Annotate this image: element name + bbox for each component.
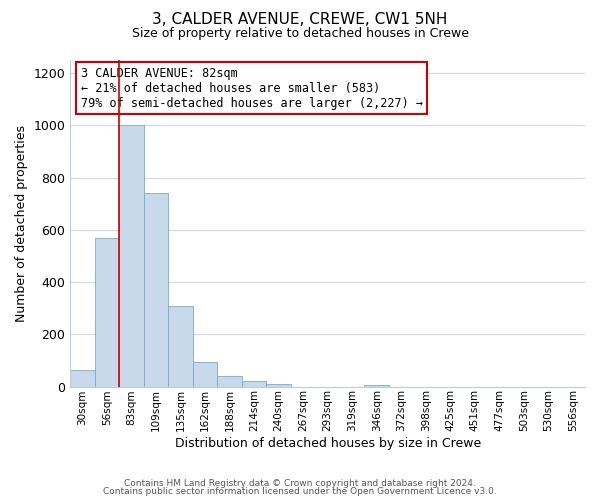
Text: 3 CALDER AVENUE: 82sqm
← 21% of detached houses are smaller (583)
79% of semi-de: 3 CALDER AVENUE: 82sqm ← 21% of detached… xyxy=(80,66,422,110)
Bar xyxy=(242,382,266,386)
Bar xyxy=(217,376,242,386)
Bar xyxy=(169,306,193,386)
Bar xyxy=(364,385,389,386)
Text: Contains public sector information licensed under the Open Government Licence v3: Contains public sector information licen… xyxy=(103,487,497,496)
Y-axis label: Number of detached properties: Number of detached properties xyxy=(15,125,28,322)
Bar xyxy=(144,193,169,386)
Bar xyxy=(70,370,95,386)
Bar xyxy=(193,362,217,386)
X-axis label: Distribution of detached houses by size in Crewe: Distribution of detached houses by size … xyxy=(175,437,481,450)
Text: Contains HM Land Registry data © Crown copyright and database right 2024.: Contains HM Land Registry data © Crown c… xyxy=(124,478,476,488)
Bar xyxy=(95,238,119,386)
Text: 3, CALDER AVENUE, CREWE, CW1 5NH: 3, CALDER AVENUE, CREWE, CW1 5NH xyxy=(152,12,448,28)
Bar xyxy=(266,384,291,386)
Bar xyxy=(119,126,144,386)
Text: Size of property relative to detached houses in Crewe: Size of property relative to detached ho… xyxy=(131,28,469,40)
